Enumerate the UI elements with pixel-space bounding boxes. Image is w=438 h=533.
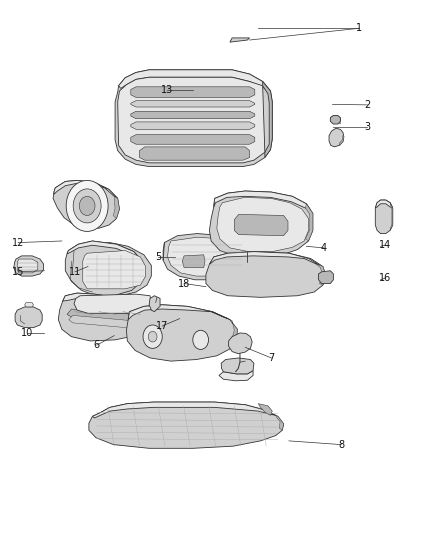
Polygon shape — [78, 243, 151, 296]
Circle shape — [193, 330, 208, 350]
Polygon shape — [339, 135, 344, 146]
Text: 13: 13 — [160, 85, 173, 95]
Polygon shape — [217, 197, 308, 252]
Polygon shape — [209, 191, 313, 257]
Circle shape — [148, 332, 157, 342]
Circle shape — [66, 180, 108, 231]
Polygon shape — [115, 70, 272, 166]
Polygon shape — [163, 233, 247, 280]
Polygon shape — [69, 316, 148, 329]
Polygon shape — [83, 251, 146, 289]
Text: 17: 17 — [156, 321, 169, 331]
Polygon shape — [131, 111, 255, 119]
Polygon shape — [316, 264, 326, 285]
Polygon shape — [219, 370, 253, 381]
Polygon shape — [119, 70, 271, 91]
Text: 8: 8 — [338, 440, 344, 450]
Polygon shape — [63, 293, 157, 310]
Polygon shape — [131, 101, 255, 107]
Polygon shape — [127, 305, 237, 361]
Polygon shape — [209, 252, 320, 265]
Text: 18: 18 — [178, 279, 190, 288]
Polygon shape — [214, 191, 311, 210]
Polygon shape — [131, 122, 255, 130]
Circle shape — [73, 189, 101, 223]
Polygon shape — [167, 237, 244, 276]
Polygon shape — [330, 116, 340, 124]
Polygon shape — [258, 403, 272, 415]
Polygon shape — [140, 147, 250, 160]
Text: 3: 3 — [364, 122, 371, 132]
Polygon shape — [58, 293, 161, 341]
Text: 5: 5 — [155, 252, 161, 262]
Polygon shape — [65, 241, 144, 296]
Polygon shape — [67, 309, 149, 324]
Polygon shape — [375, 200, 393, 233]
Text: 2: 2 — [364, 100, 371, 110]
Circle shape — [143, 325, 162, 349]
Polygon shape — [131, 87, 255, 98]
Polygon shape — [15, 307, 42, 328]
Polygon shape — [152, 310, 161, 328]
Polygon shape — [118, 77, 265, 163]
Circle shape — [79, 196, 95, 215]
Text: 10: 10 — [21, 328, 33, 338]
Polygon shape — [375, 200, 393, 208]
Text: 11: 11 — [69, 267, 81, 277]
Text: 12: 12 — [12, 238, 25, 247]
Polygon shape — [17, 259, 38, 273]
Polygon shape — [229, 333, 252, 354]
Circle shape — [88, 256, 113, 286]
Polygon shape — [53, 180, 120, 228]
Text: 4: 4 — [321, 243, 327, 253]
Polygon shape — [330, 116, 340, 124]
Text: 14: 14 — [379, 240, 391, 250]
Polygon shape — [305, 204, 313, 241]
Polygon shape — [14, 256, 43, 276]
Polygon shape — [390, 203, 393, 230]
Polygon shape — [230, 38, 250, 42]
Polygon shape — [131, 135, 255, 144]
Polygon shape — [221, 358, 254, 374]
Polygon shape — [234, 214, 288, 236]
Polygon shape — [89, 402, 284, 448]
Polygon shape — [329, 128, 344, 147]
Polygon shape — [25, 303, 33, 307]
Text: 6: 6 — [94, 340, 100, 350]
Text: 1: 1 — [356, 23, 362, 34]
Polygon shape — [128, 305, 228, 320]
Polygon shape — [182, 255, 205, 268]
Polygon shape — [263, 82, 272, 158]
Circle shape — [94, 263, 107, 279]
Polygon shape — [113, 196, 120, 219]
Polygon shape — [74, 294, 151, 313]
Text: 16: 16 — [379, 273, 391, 283]
Polygon shape — [54, 180, 118, 198]
Polygon shape — [67, 241, 140, 259]
Polygon shape — [276, 415, 284, 430]
Polygon shape — [318, 271, 333, 284]
Text: 15: 15 — [12, 267, 25, 277]
Polygon shape — [149, 296, 160, 312]
Polygon shape — [92, 402, 276, 418]
Polygon shape — [228, 319, 237, 340]
Polygon shape — [206, 252, 326, 297]
Text: 7: 7 — [268, 353, 275, 363]
